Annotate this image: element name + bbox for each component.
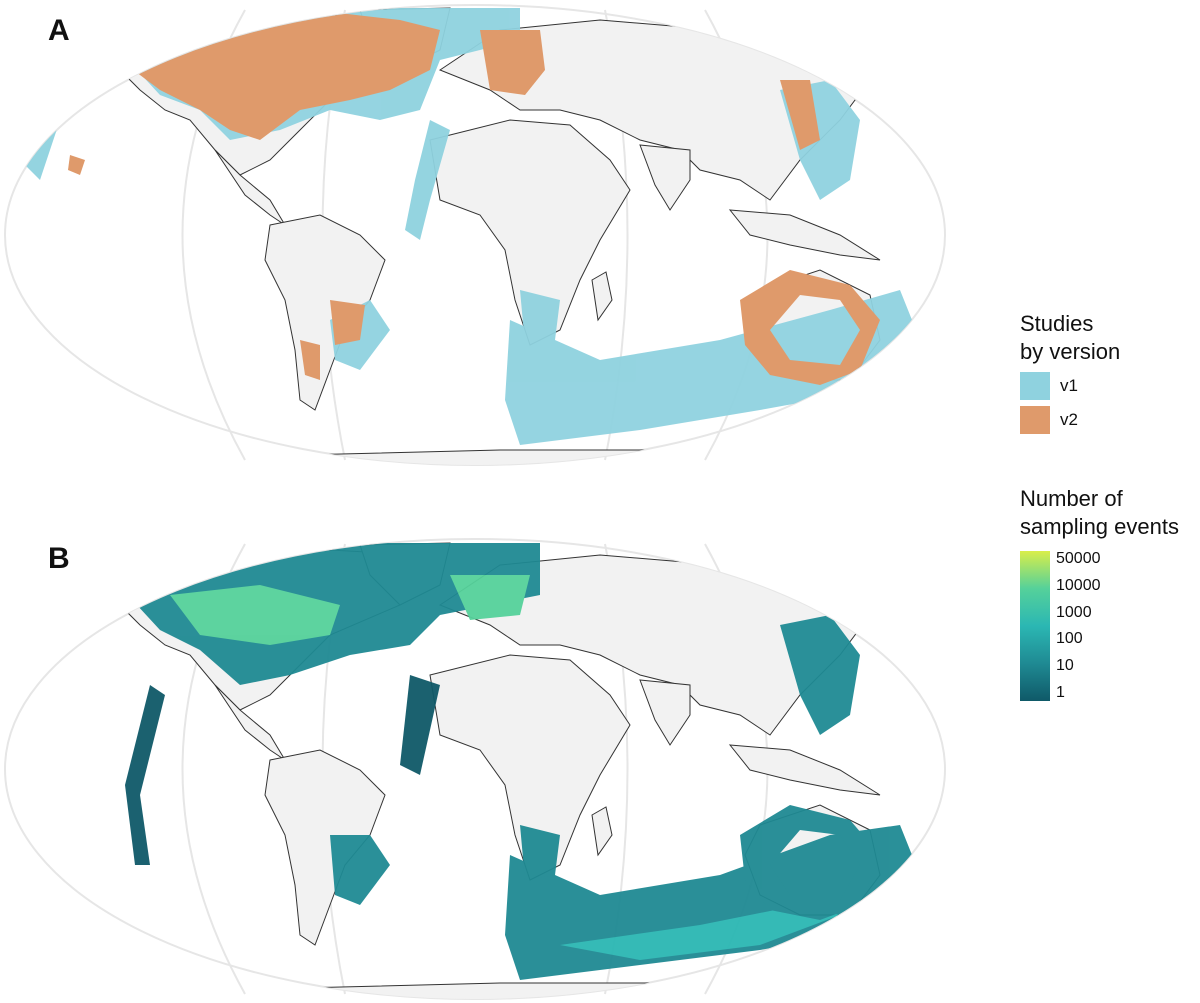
africa bbox=[429, 654, 631, 881]
legend-sampling-events: Number of sampling events 50000 10000 1000… bbox=[1020, 485, 1196, 701]
south-america bbox=[264, 214, 386, 411]
map-sampling-events bbox=[4, 538, 946, 1000]
madagascar bbox=[591, 806, 613, 857]
colorbar-tick-label: 1000 bbox=[1056, 603, 1092, 621]
colorbar-ticks: 50000 10000 1000 100 10 1 bbox=[1056, 550, 1196, 701]
legend-a-title: Studies by version bbox=[1020, 311, 1121, 364]
legend-swatch-v1 bbox=[1020, 372, 1050, 400]
panel-b-label: B bbox=[48, 542, 70, 575]
colorbar-tick-label: 50000 bbox=[1056, 550, 1101, 567]
legend-label-v1: v1 bbox=[1060, 376, 1078, 395]
panel-a-label: A bbox=[48, 14, 70, 47]
colorbar-tick-label: 100 bbox=[1056, 630, 1083, 648]
africa bbox=[429, 119, 631, 346]
legend-b-title: Number of sampling events bbox=[1020, 486, 1179, 539]
legend-item-v2: v2 bbox=[1020, 406, 1120, 434]
colorbar-tick-label: 10 bbox=[1056, 657, 1074, 675]
map-studies-by-version bbox=[4, 4, 946, 466]
colorbar-tick-label: 10000 bbox=[1056, 576, 1101, 594]
legend-studies-by-version: Studies by version v1 v2 bbox=[1020, 310, 1120, 434]
antarctica bbox=[179, 982, 901, 999]
se-asia-islands bbox=[728, 209, 881, 261]
india bbox=[639, 679, 691, 746]
legend-label-v2: v2 bbox=[1060, 410, 1078, 429]
india bbox=[639, 144, 691, 211]
colorbar-tick-label: 1 bbox=[1056, 684, 1065, 701]
se-asia-islands bbox=[728, 744, 881, 796]
colorbar bbox=[1020, 551, 1050, 701]
south-america bbox=[264, 749, 386, 946]
legend-item-v1: v1 bbox=[1020, 372, 1120, 400]
antarctica bbox=[179, 449, 901, 465]
legend-swatch-v2 bbox=[1020, 406, 1050, 434]
madagascar bbox=[591, 271, 613, 322]
